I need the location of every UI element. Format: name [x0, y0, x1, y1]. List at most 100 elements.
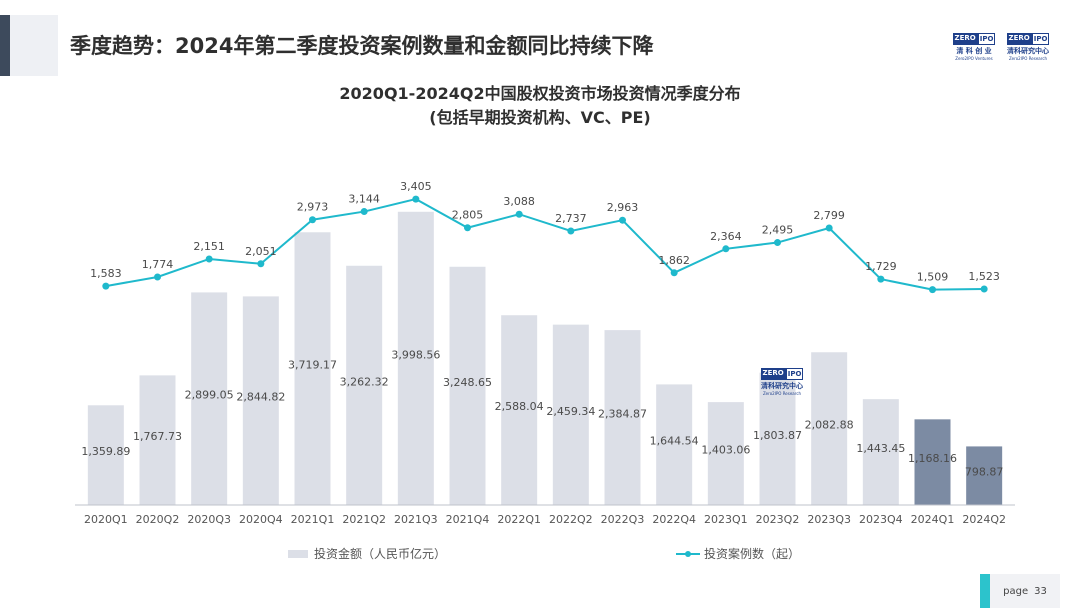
bar: [707, 402, 744, 505]
bar: [966, 446, 1003, 505]
line-point: [515, 210, 523, 218]
bar: [294, 232, 331, 505]
line-point: [670, 269, 678, 277]
bar-value-label: 3,998.56: [391, 348, 440, 361]
legend-swatch-line: [676, 550, 700, 557]
x-tick-label: 2023Q1: [704, 513, 748, 526]
bar-value-label: 798.87: [965, 466, 1004, 479]
bar-value-label: 2,588.04: [495, 400, 544, 413]
logo-mark-right: IPO: [977, 33, 996, 45]
line-point: [257, 260, 265, 268]
bar-value-label: 1,443.45: [856, 442, 905, 455]
header-panel: [10, 15, 58, 76]
legend-label-amount: 投资金额（人民币亿元）: [314, 547, 447, 561]
logo-group: ZERO IPO 清 科 创 业 Zero2IPO Ventures ZERO IP…: [950, 33, 1052, 61]
x-tick-label: 2022Q4: [652, 513, 696, 526]
logo-mark-left: ZERO: [760, 368, 786, 380]
x-tick-label: 2022Q1: [497, 513, 541, 526]
x-tick-label: 2020Q2: [136, 513, 180, 526]
x-tick-label: 2021Q2: [342, 513, 386, 526]
bar: [449, 266, 486, 505]
bar-value-label: 2,899.05: [185, 389, 234, 402]
bar-value-label: 2,459.34: [546, 405, 595, 418]
line-value-label: 2,963: [607, 201, 639, 214]
line-point: [774, 239, 781, 247]
legend-item-count: 投资案例数（起）: [676, 545, 800, 562]
line-point: [619, 216, 626, 224]
line-point: [154, 273, 161, 281]
line-value-label: 3,405: [400, 180, 432, 193]
line-value-label: 2,737: [555, 212, 587, 225]
page-label: page: [1003, 585, 1029, 597]
line-point: [929, 286, 936, 294]
x-tick-label: 2021Q1: [291, 513, 335, 526]
x-tick-label: 2020Q1: [84, 513, 128, 526]
logo-mark-left: ZERO: [952, 33, 978, 45]
bar: [139, 375, 176, 505]
bar-value-label: 1,403.06: [701, 444, 750, 457]
line-point: [205, 255, 213, 263]
line-value-label: 2,805: [452, 209, 484, 222]
legend-swatch-bar: [288, 549, 308, 558]
x-tick-label: 2022Q3: [601, 513, 645, 526]
bar-value-label: 3,248.65: [443, 376, 492, 389]
logo-cn-text: 清科研究中心: [761, 382, 803, 390]
logo-en-text: Zero2IPO Research: [1008, 56, 1048, 61]
x-tick-label: 2020Q4: [239, 513, 283, 526]
zero2ipo-research-logo: ZERO IPO 清科研究中心 Zero2IPO Research: [1004, 33, 1052, 61]
line-value-label: 2,973: [297, 201, 329, 214]
bar-value-label: 2,082.88: [805, 419, 854, 432]
line-point: [567, 227, 575, 235]
bar: [656, 384, 693, 505]
line-value-label: 3,144: [348, 193, 380, 206]
line-value-label: 2,051: [245, 245, 277, 258]
line-value-label: 1,774: [142, 258, 174, 271]
line-value-label: 2,799: [813, 209, 845, 222]
bar: [811, 352, 848, 505]
line-value-label: 2,364: [710, 230, 742, 243]
bar-value-label: 1,168.16: [908, 452, 957, 465]
logo-en-text: Zero2IPO Ventures: [955, 56, 993, 61]
chart-title: 2020Q1-2024Q2中国股权投资市场投资情况季度分布: [339, 84, 741, 103]
bar-value-label: 2,844.82: [236, 391, 285, 404]
bar: [552, 324, 589, 505]
x-tick-label: 2024Q1: [911, 513, 955, 526]
line-point: [877, 275, 885, 283]
logo-cn-text: 清科研究中心: [1007, 47, 1049, 55]
chart-subtitle: (包括早期投资机构、VC、PE): [429, 108, 651, 127]
logo-mark-right: IPO: [1031, 33, 1050, 45]
bar: [87, 405, 124, 505]
line-point: [360, 208, 368, 216]
line-value-label: 2,151: [193, 240, 225, 253]
logo-cn-text: 清 科 创 业: [956, 47, 992, 55]
line-value-label: 1,729: [865, 260, 897, 273]
line-point: [309, 216, 316, 224]
bar: [501, 315, 538, 505]
x-tick-label: 2023Q3: [807, 513, 851, 526]
x-tick-label: 2022Q2: [549, 513, 593, 526]
page-number-value: 33: [1034, 585, 1047, 597]
line-series-count: [105, 198, 985, 291]
zero2ipo-ventures-logo: ZERO IPO 清 科 创 业 Zero2IPO Ventures: [950, 33, 998, 61]
logo-mark-right: IPO: [785, 368, 804, 380]
line-point: [722, 245, 730, 253]
bar: [191, 292, 228, 505]
line-value-label: 1,509: [917, 271, 949, 284]
line-value-label: 1,583: [90, 267, 122, 280]
logo-en-text: Zero2IPO Research: [762, 391, 802, 396]
line-point: [464, 224, 471, 232]
page-heading: 季度趋势：2024年第二季度投资案例数量和金额同比持续下降: [70, 34, 654, 58]
bar: [759, 372, 796, 505]
bar-value-label: 3,719.17: [288, 359, 337, 372]
line-value-label: 1,523: [968, 270, 1000, 283]
x-tick-label: 2021Q4: [446, 513, 490, 526]
header-accent-bar: [0, 15, 10, 76]
page-number: page 33: [990, 574, 1060, 608]
bar-value-label: 2,384.87: [598, 408, 647, 421]
legend-label-count: 投资案例数（起）: [704, 547, 801, 561]
logo-mark-left: ZERO: [1006, 33, 1032, 45]
line-point: [980, 285, 988, 293]
bar-value-label: 1,644.54: [650, 435, 699, 448]
line-value-label: 2,495: [762, 224, 794, 237]
chart-area: 1,359.89 2020Q1 1,767.73 2020Q2 2,899.05 2020…: [75, 180, 1015, 526]
